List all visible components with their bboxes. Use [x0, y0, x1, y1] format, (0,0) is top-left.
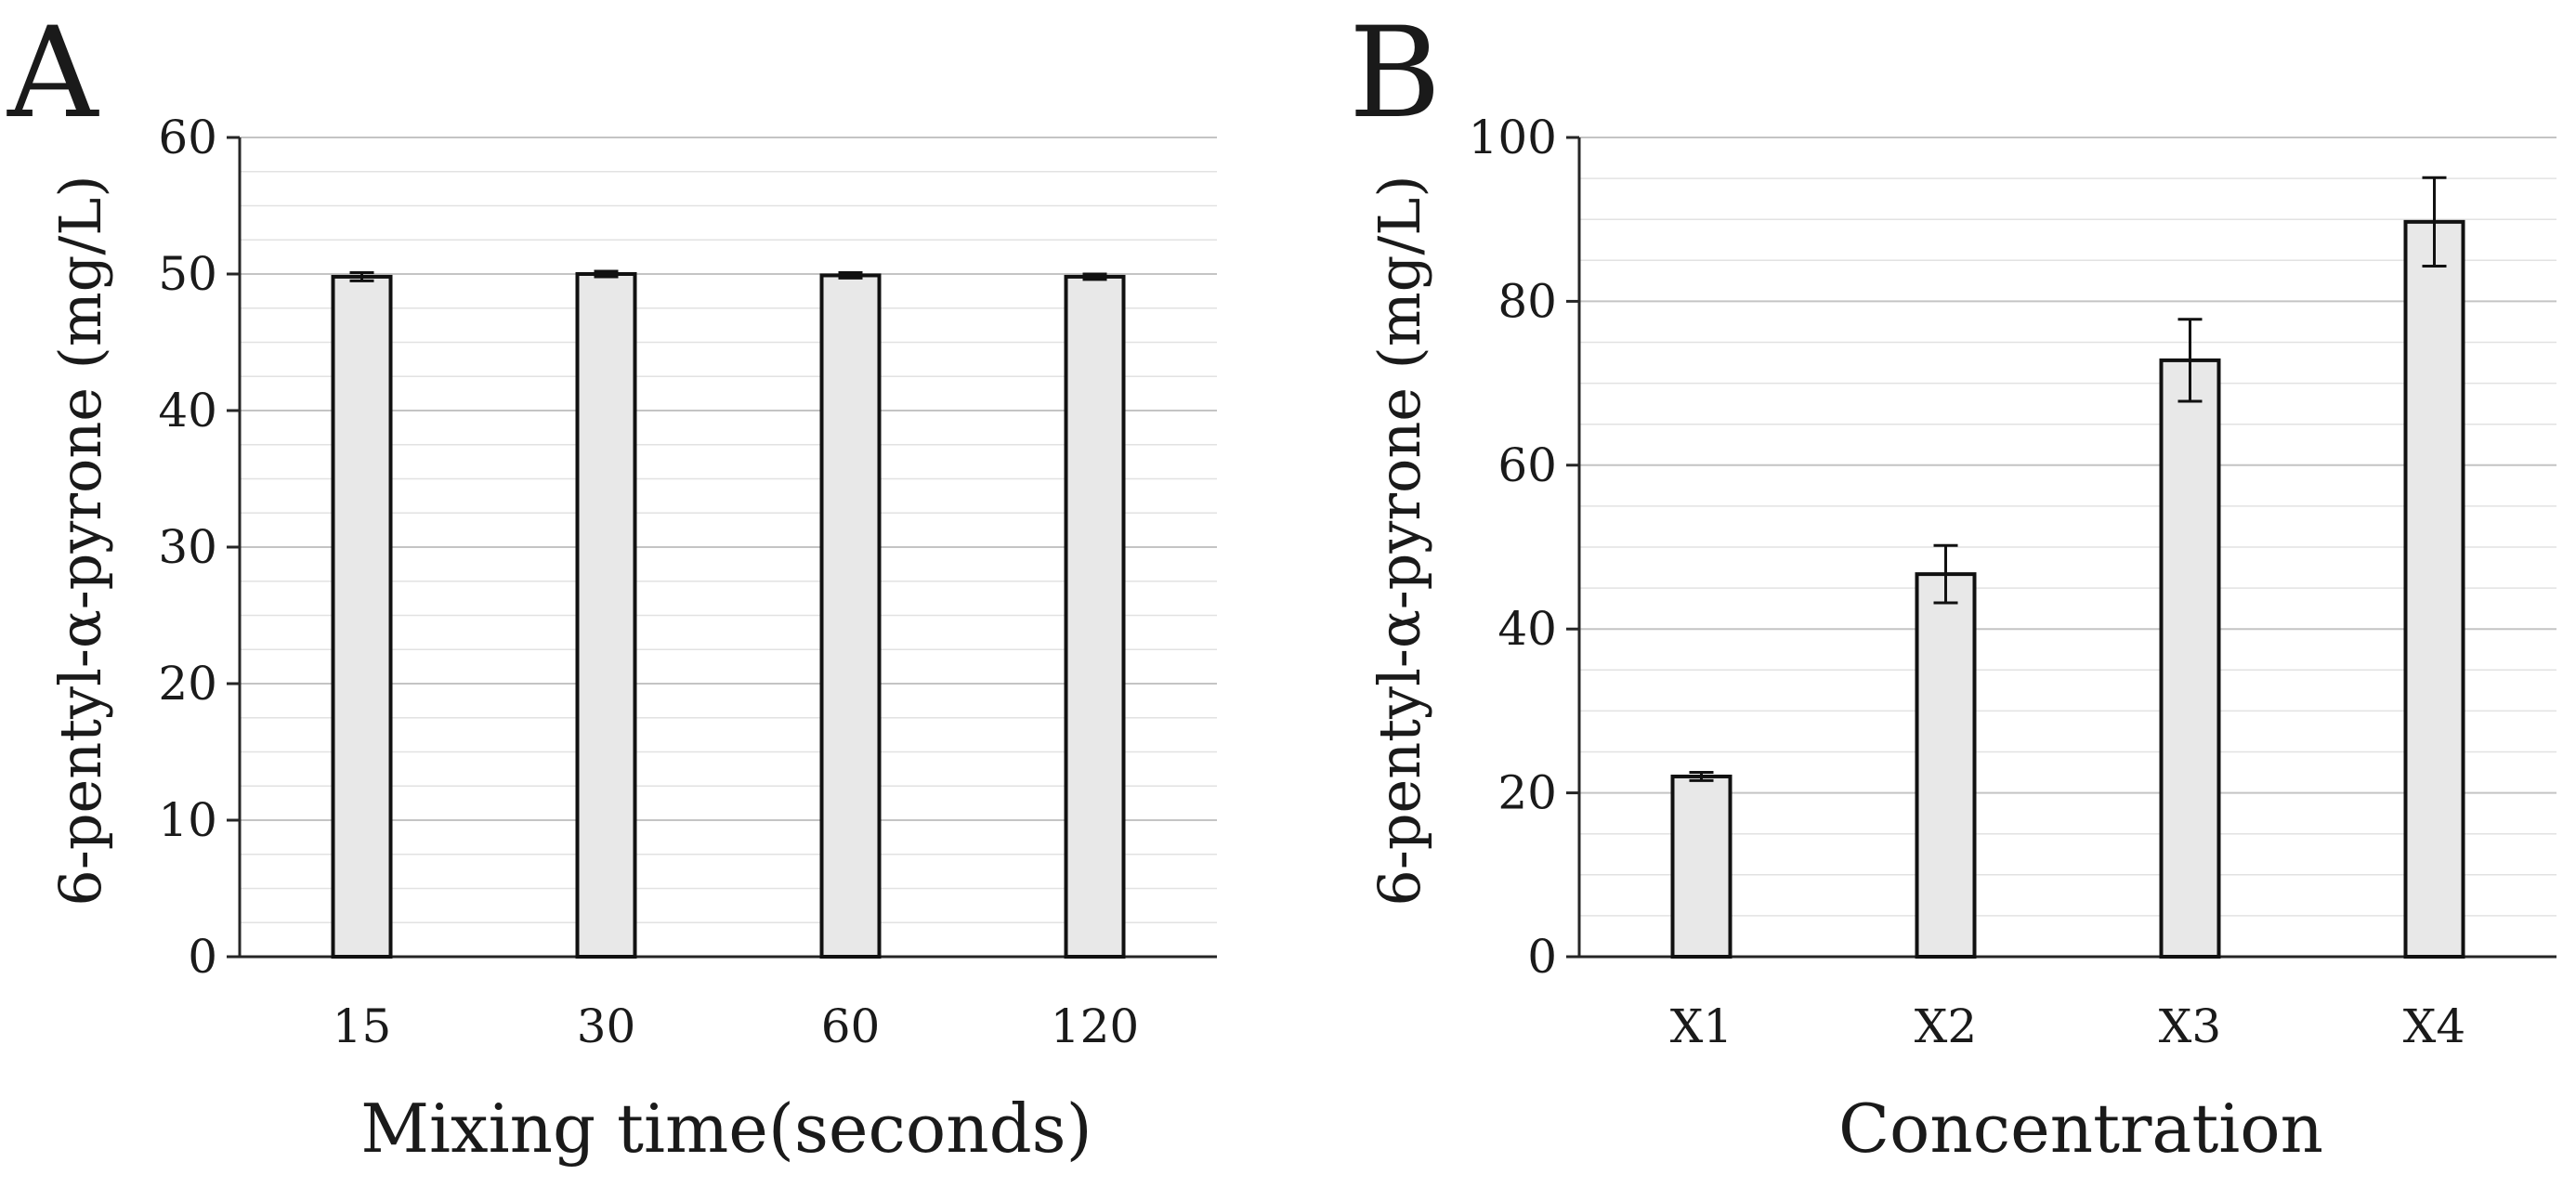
- bar-a: [1064, 274, 1126, 959]
- bar-b: [1670, 774, 1733, 960]
- x-tick-label-a: 120: [1051, 999, 1139, 1053]
- bar-b: [1915, 572, 1977, 960]
- panel-label-b: B: [1349, 0, 1441, 146]
- x-tick-label-a: 15: [333, 999, 392, 1053]
- y-tick-label-a: 50: [158, 247, 217, 301]
- x-tick-label-b: X2: [1915, 999, 1977, 1053]
- y-tick-label-b: 100: [1469, 111, 1557, 164]
- x-tick-label-a: 60: [821, 999, 881, 1053]
- y-axis-title-b: 6-pentyl-α-pyrone (mg/L): [1366, 175, 1433, 906]
- x-axis-title-b: Concentration: [1838, 1090, 2323, 1168]
- y-axis-title-a: 6-pentyl-α-pyrone (mg/L): [46, 175, 114, 906]
- y-tick-label-b: 0: [1527, 930, 1557, 984]
- bar-a: [819, 273, 882, 960]
- y-tick-label-b: 80: [1497, 274, 1557, 328]
- y-tick-label-b: 60: [1497, 438, 1557, 492]
- x-tick-label-a: 30: [577, 999, 636, 1053]
- y-tick-label-b: 40: [1497, 602, 1557, 656]
- panel-label-a: A: [7, 0, 99, 146]
- chart-panel-b: B 6-pentyl-α-pyrone (mg/L) Concentration…: [1349, 0, 2556, 1168]
- y-tick-label-a: 30: [158, 520, 217, 574]
- x-tick-label-b: X4: [2403, 999, 2465, 1053]
- x-axis-title-a: Mixing time(seconds): [360, 1090, 1092, 1168]
- y-tick-label-a: 10: [158, 793, 217, 847]
- bar-a: [331, 274, 393, 959]
- plot-area-b: 0 20 40 60 80 100 X1 X2 X3 X4: [1469, 111, 2556, 1053]
- y-tick-label-a: 60: [158, 111, 217, 164]
- y-tick-label-a: 40: [158, 384, 217, 437]
- y-tick-label-b: 20: [1497, 766, 1557, 820]
- bar-b: [2403, 219, 2465, 959]
- bar-a: [575, 272, 637, 959]
- x-tick-label-b: X3: [2159, 999, 2221, 1053]
- y-tick-label-a: 0: [188, 930, 217, 984]
- x-tick-label-b: X1: [1670, 999, 1733, 1053]
- plot-area-a: 0 10 20 30 40 50 60 15 30 60 120: [158, 111, 1217, 1053]
- chart-panel-a: A 6-pentyl-α-pyrone (mg/L) Mixing time(s…: [7, 0, 1217, 1168]
- bar-b: [2159, 358, 2221, 959]
- y-tick-label-a: 20: [158, 657, 217, 711]
